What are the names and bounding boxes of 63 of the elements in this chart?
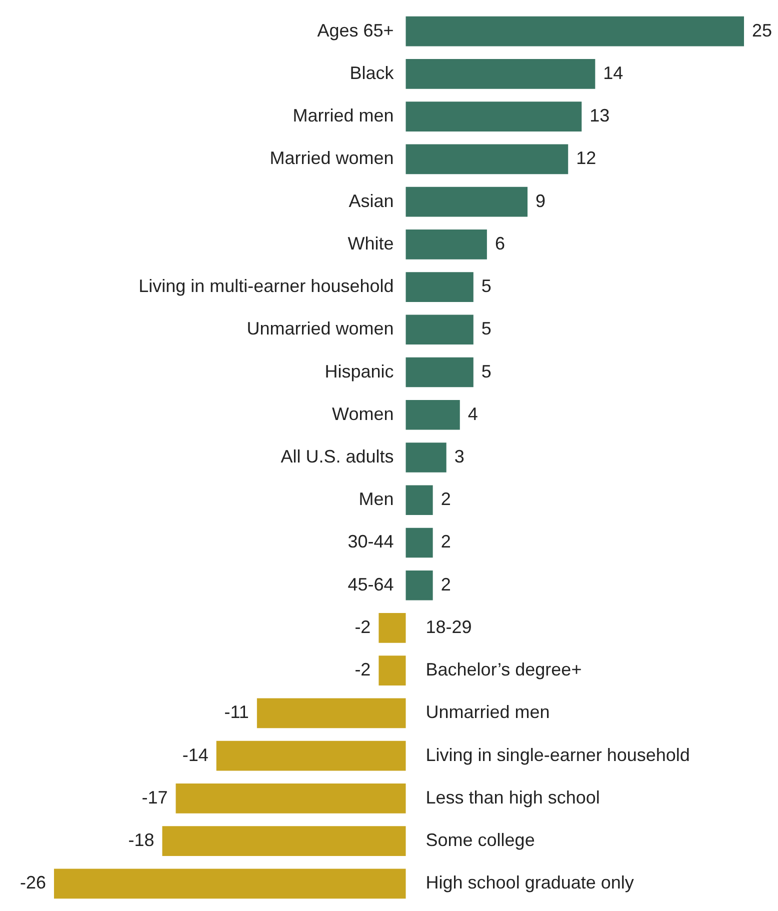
y-tick-label: Some college — [426, 830, 535, 850]
bar — [406, 400, 460, 430]
bar — [406, 59, 596, 89]
data-label: 2 — [440, 489, 451, 510]
y-tick-label: Unmarried men — [426, 702, 550, 722]
bar — [406, 485, 433, 516]
y-tick-label: Ages 65+ — [317, 20, 394, 40]
y-tick-label: Unmarried women — [246, 318, 394, 339]
bar — [406, 16, 744, 46]
y-tick-label: Married women — [270, 148, 394, 168]
data-label: 9 — [536, 190, 546, 211]
data-label: 12 — [576, 148, 596, 168]
bar — [406, 442, 446, 472]
data-label: -26 — [20, 872, 46, 893]
bar — [176, 784, 406, 814]
data-label: 5 — [481, 318, 492, 339]
y-tick-label: Bachelor’s degree+ — [426, 660, 582, 680]
data-label: 3 — [454, 446, 464, 466]
data-label: 13 — [590, 106, 610, 126]
data-label: 5 — [481, 276, 492, 296]
data-label: 5 — [481, 361, 492, 382]
y-tick-label: Married men — [292, 106, 394, 126]
y-tick-label: 30-44 — [348, 532, 394, 552]
bar — [162, 826, 406, 856]
y-tick-label: Hispanic — [324, 361, 394, 382]
bar — [406, 570, 433, 600]
bar — [406, 357, 474, 388]
bar — [406, 102, 582, 132]
y-tick-label: Asian — [348, 190, 394, 211]
bar — [406, 528, 433, 558]
data-label: 2 — [440, 574, 451, 594]
data-label: -11 — [224, 702, 249, 722]
y-tick-label: Living in single-earner household — [426, 744, 690, 765]
y-tick-label: High school graduate only — [426, 872, 634, 893]
y-tick-label: Men — [358, 489, 394, 510]
y-tick-label: 45-64 — [348, 574, 394, 594]
bar — [216, 740, 406, 771]
bar — [406, 272, 474, 302]
bar — [406, 314, 474, 345]
bar — [378, 613, 406, 643]
bar — [406, 144, 568, 174]
data-label: 14 — [603, 62, 624, 83]
bar — [406, 186, 528, 217]
data-label: 4 — [468, 404, 478, 424]
y-tick-label: Less than high school — [426, 787, 600, 808]
data-label: 6 — [494, 233, 505, 254]
y-tick-label: 18-29 — [426, 616, 472, 637]
y-tick-label: Women — [332, 404, 394, 424]
bar — [54, 868, 406, 899]
data-label: -18 — [128, 830, 154, 850]
data-label: -2 — [354, 660, 371, 680]
y-tick-label: Black — [350, 62, 395, 83]
bar — [378, 656, 406, 686]
data-label: -2 — [354, 616, 371, 637]
bar — [256, 698, 406, 728]
data-label: -14 — [182, 744, 208, 765]
bar — [406, 229, 487, 260]
y-tick-label: Living in multi-earner household — [138, 276, 394, 296]
data-label: 25 — [752, 20, 772, 40]
data-label: -17 — [142, 787, 168, 808]
y-tick-label: All U.S. adults — [280, 446, 394, 466]
y-tick-label: White — [348, 233, 394, 254]
data-label: 2 — [440, 532, 451, 552]
